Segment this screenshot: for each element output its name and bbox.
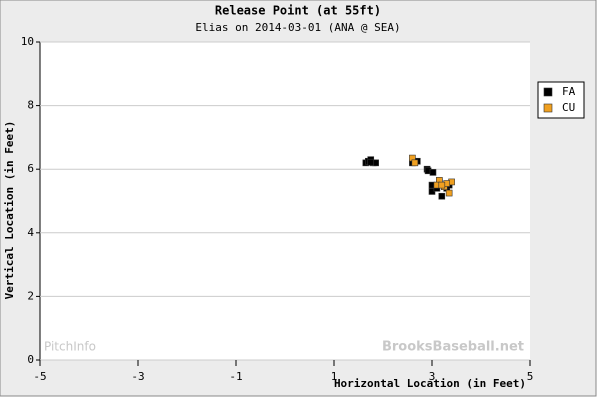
point	[411, 159, 419, 167]
legend	[537, 81, 585, 119]
x-tick-label: 5	[527, 370, 534, 383]
y-axis-label: Vertical Location (in Feet)	[3, 121, 16, 300]
plot-area	[40, 42, 530, 360]
point	[438, 181, 446, 189]
watermark: BrooksBaseball.net	[382, 340, 524, 355]
x-tick-label: -5	[33, 370, 46, 383]
legend-swatch	[543, 87, 553, 97]
point	[429, 169, 437, 176]
legend-label: FA	[562, 85, 576, 98]
y-tick-label: 2	[27, 289, 34, 302]
x-tick-label: -1	[229, 370, 242, 383]
chart-subtitle: Elias on 2014-03-01 (ANA @ SEA)	[195, 21, 400, 34]
legend-label: CU	[562, 101, 575, 114]
x-tick-label: -3	[131, 370, 144, 383]
y-tick-label: 8	[27, 99, 34, 112]
point	[438, 192, 446, 200]
y-tick-label: 6	[27, 162, 34, 175]
y-tick-label: 4	[27, 226, 34, 239]
legend-swatch	[543, 103, 553, 113]
point	[367, 158, 375, 166]
x-axis-label: Horizontal Location (in Feet)	[334, 377, 526, 390]
chart-title: Release Point (at 55ft)	[215, 4, 381, 18]
point	[445, 189, 453, 197]
y-tick-label: 0	[27, 353, 34, 366]
x-tick-label: 3	[429, 370, 436, 383]
watermark: PitchInfo	[44, 340, 96, 354]
y-tick-label: 10	[21, 35, 34, 48]
x-tick-label: 1	[331, 370, 338, 383]
